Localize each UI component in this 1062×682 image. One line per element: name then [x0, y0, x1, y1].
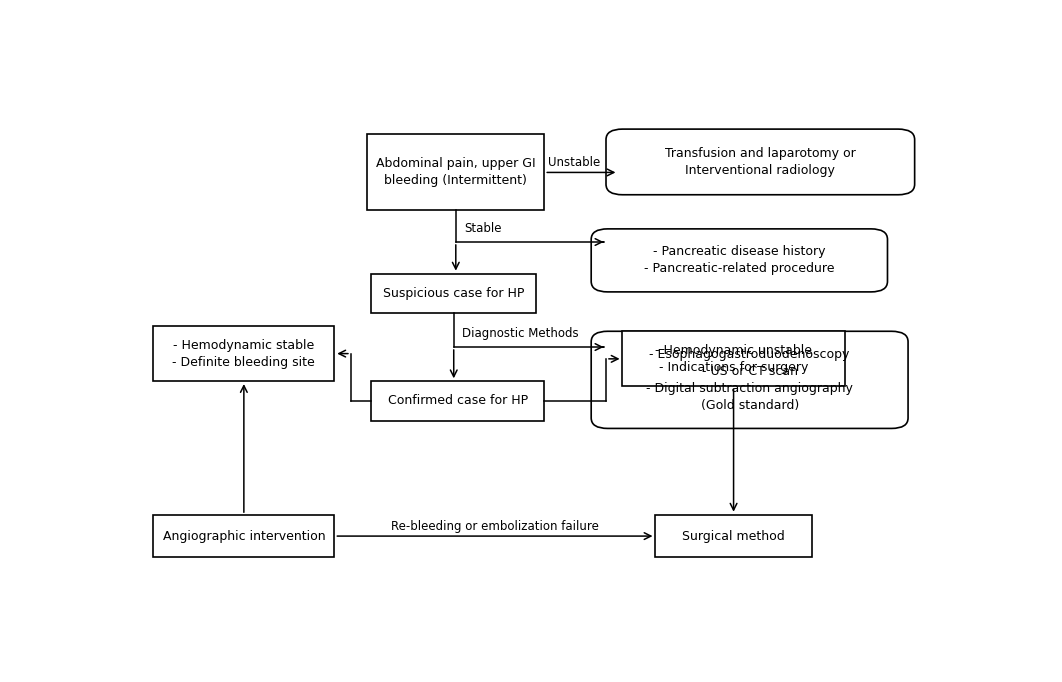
Text: Confirmed case for HP: Confirmed case for HP — [388, 394, 528, 407]
Text: Suspicious case for HP: Suspicious case for HP — [383, 286, 525, 299]
Text: Angiographic intervention: Angiographic intervention — [162, 530, 325, 543]
FancyBboxPatch shape — [655, 515, 811, 557]
Text: Unstable: Unstable — [548, 156, 601, 169]
Text: - Esophagogastroduodenoscopy
- US or CT scan
- Digital subtraction angiography
(: - Esophagogastroduodenoscopy - US or CT … — [646, 348, 853, 412]
FancyBboxPatch shape — [153, 326, 335, 381]
Text: - Pancreatic disease history
- Pancreatic-related procedure: - Pancreatic disease history - Pancreati… — [644, 246, 835, 276]
FancyBboxPatch shape — [606, 129, 914, 195]
FancyBboxPatch shape — [622, 331, 844, 387]
Text: Transfusion and laparotomy or
Interventional radiology: Transfusion and laparotomy or Interventi… — [665, 147, 856, 177]
FancyBboxPatch shape — [592, 331, 908, 428]
Text: Stable: Stable — [464, 222, 501, 235]
Text: Diagnostic Methods: Diagnostic Methods — [462, 327, 579, 340]
FancyBboxPatch shape — [367, 134, 545, 211]
Text: - Hemodynamic unstable
- Indications for surgery: - Hemodynamic unstable - Indications for… — [655, 344, 812, 374]
Text: - Hemodynamic stable
- Definite bleeding site: - Hemodynamic stable - Definite bleeding… — [172, 338, 315, 368]
FancyBboxPatch shape — [372, 381, 545, 421]
FancyBboxPatch shape — [372, 273, 536, 313]
FancyBboxPatch shape — [592, 229, 888, 292]
FancyBboxPatch shape — [153, 515, 335, 557]
Text: Surgical method: Surgical method — [682, 530, 785, 543]
Text: Abdominal pain, upper GI
bleeding (Intermittent): Abdominal pain, upper GI bleeding (Inter… — [376, 158, 535, 188]
Text: Re-bleeding or embolization failure: Re-bleeding or embolization failure — [391, 520, 599, 533]
